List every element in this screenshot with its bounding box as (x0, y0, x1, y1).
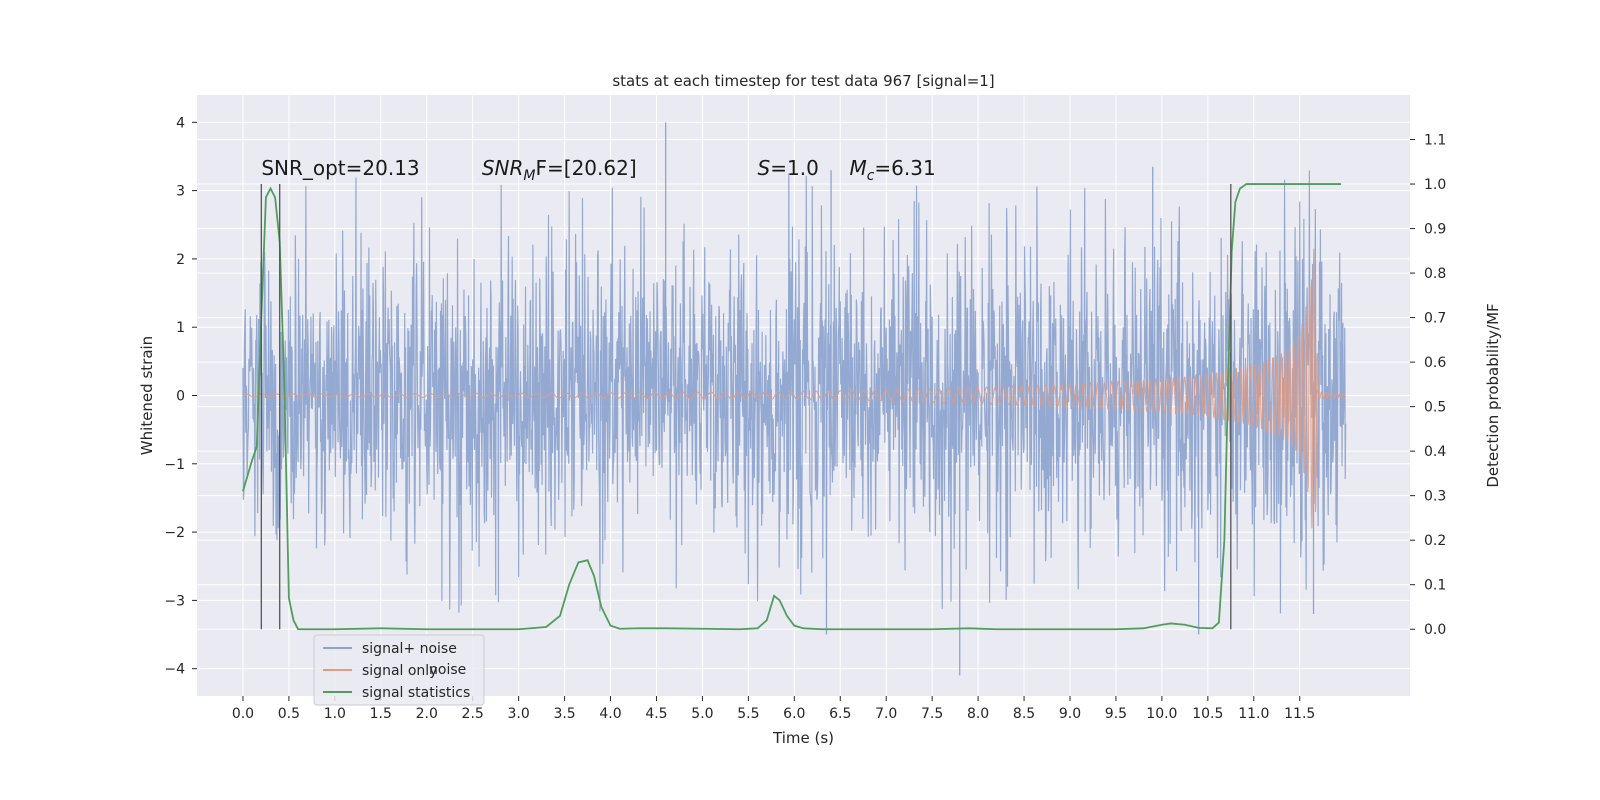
y-tick-label: 1 (176, 320, 185, 336)
series-signal-plus-noise (242, 170, 1347, 614)
y2-axis-ticks: 0.0 0.1 0.2 0.3 0.4 0.5 0.6 0.7 0.8 0.9 1.0 1.1 (1410, 133, 1446, 638)
y-axis-ticks: −4 −3 −2 −1 0 1 2 3 4 (164, 115, 197, 678)
annotation: SNRMF=[20.62] (482, 156, 637, 184)
y2-tick-label: 0.1 (1424, 578, 1446, 594)
y2-tick-label: 0.8 (1424, 266, 1446, 282)
x-tick-label: 3.5 (553, 706, 575, 722)
y-axis-title: Whitened strain (138, 336, 156, 455)
y-tick-label: −1 (164, 457, 185, 473)
x-tick-label: 4.5 (645, 706, 667, 722)
x-tick-label: 8.0 (967, 706, 989, 722)
y2-axis-title: Detection probability/MF (1484, 303, 1502, 487)
x-tick-label: 3.0 (507, 706, 529, 722)
legend-box (313, 634, 485, 706)
x-tick-label: 2.5 (462, 706, 484, 722)
x-tick-label: 11.5 (1284, 706, 1315, 722)
series-layer (242, 122, 1347, 676)
annotation: Mc=6.31 (849, 156, 935, 184)
y2-tick-label: 0.0 (1424, 622, 1446, 638)
y2-tick-label: 0.7 (1424, 311, 1446, 327)
chart-title: stats at each timestep for test data 967… (612, 72, 994, 90)
y2-tick-label: 1.0 (1424, 177, 1446, 193)
x-tick-label: 5.0 (691, 706, 713, 722)
x-tick-label: 10.0 (1146, 706, 1177, 722)
x-axis-ticks: 0.0 0.5 1.0 1.5 2.0 2.5 3.0 3.5 4.0 4.5 5.0 5.5 6.0 6… (232, 696, 1315, 722)
x-tick-label: 11.0 (1238, 706, 1269, 722)
series-signal-statistics (242, 183, 1342, 631)
annotations: SNR_opt=20.13 SNRMF=[20.62] S=1.0 Mc=6.31 (261, 156, 935, 184)
y-tick-label: 4 (176, 115, 185, 131)
y2-tick-label: 0.9 (1424, 222, 1446, 238)
legend-label: signal+ noise (362, 641, 457, 657)
x-tick-label: 10.5 (1192, 706, 1223, 722)
x-tick-label: 5.5 (737, 706, 759, 722)
y2-tick-label: 0.6 (1424, 355, 1446, 371)
legend: noise signal+ noise signal only signal sta… (313, 634, 485, 706)
x-tick-label: 7.5 (921, 706, 943, 722)
legend-label: signal statistics (362, 685, 470, 701)
y2-tick-label: 0.5 (1424, 400, 1446, 416)
y-tick-label: 2 (176, 252, 185, 268)
x-tick-label: 1.5 (370, 706, 392, 722)
vertical-markers (260, 184, 1232, 630)
legend-items: signal+ noise signal only signal statistic… (323, 641, 470, 701)
legend-ghost-text: noise (429, 662, 466, 678)
y2-tick-label: 1.1 (1424, 133, 1446, 149)
y-tick-label: −4 (164, 662, 185, 678)
y-tick-label: −2 (164, 525, 185, 541)
y-tick-label: 3 (176, 184, 185, 200)
annotation: S=1.0 (758, 156, 819, 180)
y-tick-label: −3 (164, 593, 185, 609)
y-tick-label: 0 (176, 389, 185, 405)
x-tick-label: 9.0 (1059, 706, 1081, 722)
x-axis-title: Time (s) (772, 729, 834, 747)
x-tick-label: 6.5 (829, 706, 851, 722)
x-tick-label: 4.0 (599, 706, 621, 722)
legend-label: signal only (362, 663, 437, 679)
y2-tick-label: 0.2 (1424, 533, 1446, 549)
x-tick-label: 0.5 (278, 706, 300, 722)
y2-tick-label: 0.4 (1424, 444, 1446, 460)
x-tick-label: 6.0 (783, 706, 805, 722)
x-tick-label: 7.0 (875, 706, 897, 722)
annotation: SNR_opt=20.13 (261, 156, 419, 180)
x-tick-label: 2.0 (416, 706, 438, 722)
x-tick-label: 8.5 (1013, 706, 1035, 722)
series-signal-only (242, 248, 1347, 529)
x-tick-label: 0.0 (232, 706, 254, 722)
x-tick-label: 9.5 (1105, 706, 1127, 722)
x-tick-label: 1.0 (324, 706, 346, 722)
y2-tick-label: 0.3 (1424, 489, 1446, 505)
